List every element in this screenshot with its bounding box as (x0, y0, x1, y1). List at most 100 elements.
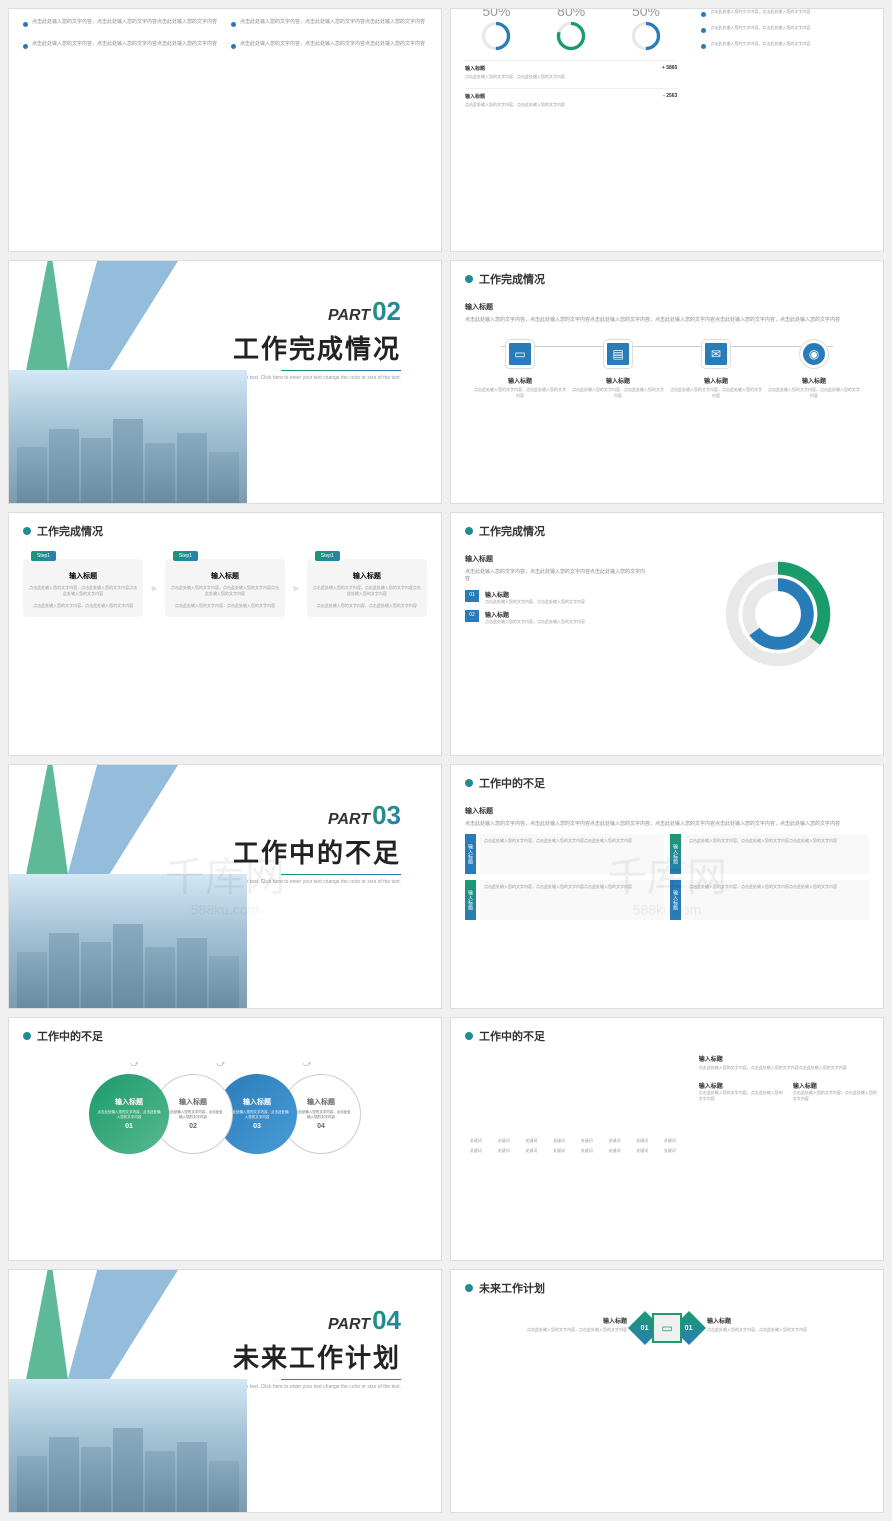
kv-label: 输入标题 (465, 65, 485, 72)
step-tag: Step1 (173, 551, 198, 561)
slide-title: 工作中的不足 (37, 1028, 103, 1044)
text-block: 点击此处输入您的文字内容，点击此处输入您的文字内容点击此处输入您的文字内容 (32, 19, 217, 27)
circle-title: 输入标题 (307, 1097, 335, 1107)
slide-circles: 工作中的不足 ⤻ ⤻ ⤻ 输入标题点击此处输入您的文字内容，点击此处输入您的文字… (8, 1017, 442, 1261)
num-badge: 02 (465, 610, 479, 622)
right-desc: 点击此处输入您的文字内容，点击此处输入您的文字内容 (699, 1090, 783, 1102)
dot-icon (23, 527, 31, 535)
bullet-icon (701, 28, 706, 33)
step-title: 输入标题 (171, 571, 279, 581)
quad-desc: 点击此处输入您的文字内容，点击此处输入您的文字内容点击此处输入您的文字内容 (685, 834, 869, 874)
dot-icon (465, 275, 473, 283)
bullet-icon (23, 22, 28, 27)
mail-icon: ✉ (702, 340, 730, 368)
dot-icon (465, 1284, 473, 1292)
part-label: PART (328, 1316, 370, 1334)
part-label: PART (328, 307, 370, 325)
bullet-icon (701, 44, 706, 49)
slide-plan: 未来工作计划 输入标题点击此处输入您的文字内容，点击此处输入您的文字内容 01 … (450, 1269, 884, 1513)
side-text: 点击此处输入您的文字内容，点击此处输入您的文字内容 (710, 9, 810, 15)
step-desc: 点击此处输入您的文字内容，点击此处输入您的文字内容 (171, 603, 279, 609)
icon-title: 输入标题 (569, 376, 667, 385)
slide-title: 工作中的不足 (479, 1028, 545, 1044)
bullet-icon (231, 22, 236, 27)
desc: 点击此处输入您的文字内容，点击此处输入您的文字内容点击此处输入您的文字内容 (465, 569, 648, 584)
dot-icon (23, 1032, 31, 1040)
num-title: 输入标题 (485, 590, 648, 599)
num-title: 输入标题 (485, 610, 648, 619)
slide-icons: 工作完成情况 输入标题 点击此处输入您的文字内容，点击此处输入您的文字内容点击此… (450, 260, 884, 504)
slide-title: 工作完成情况 (37, 523, 103, 539)
circle-desc: 点击此处输入您的文字内容，点击此处输入您的文字内容 (225, 1110, 289, 1120)
icon-desc: 点击此处输入您的文字内容，点击此处输入您的文字内容 (667, 387, 765, 398)
city-image (9, 1379, 247, 1512)
right-title: 输入标题 (699, 1054, 877, 1063)
arrow-icon: ⫸ (151, 583, 157, 594)
stat-value: 80% (540, 8, 603, 19)
side-text: 点击此处输入您的文字内容，点击此处输入您的文字内容 (710, 41, 810, 47)
circle-num: 04 (317, 1123, 325, 1130)
stat-value: 50% (615, 8, 678, 19)
num-desc: 点击此处输入您的文字内容，点击此处输入您的文字内容 (485, 619, 648, 625)
icon-title: 输入标题 (765, 376, 863, 385)
circle-title: 输入标题 (243, 1097, 271, 1107)
step-tag: Step1 (31, 551, 56, 561)
text-block: 点击此处输入您的文字内容，点击此处输入您的文字内容点击此处输入您的文字内容 (240, 41, 425, 49)
plan-title: 输入标题 (707, 1316, 869, 1325)
quad-desc: 点击此处输入您的文字内容，点击此处输入您的文字内容点击此处输入您的文字内容 (480, 834, 664, 874)
circle-num: 02 (189, 1123, 197, 1130)
circle-num: 01 (125, 1123, 133, 1130)
step-title: 输入标题 (29, 571, 137, 581)
city-image (9, 370, 247, 503)
step-desc: 点击此处输入您的文字内容，点击此处输入您的文字内容点击此处输入您的文字内容 (171, 585, 279, 597)
text-block: 点击此处输入您的文字内容，点击此处输入您的文字内容点击此处输入您的文字内容 (240, 19, 425, 27)
slide-stats: 50% 80% 50% 输入标题 + 5865 点击此处输入您的文字内容，点击此处… (450, 8, 884, 252)
plan-title: 输入标题 (465, 1316, 627, 1325)
slide-title: 工作中的不足 (479, 775, 545, 791)
slide-quad: 工作中的不足 输入标题 点击此处输入您的文字内容，点击此处输入您的文字内容点击此… (450, 764, 884, 1008)
subtitle: 输入标题 (465, 555, 648, 566)
step-desc: 点击此处输入您的文字内容，点击此处输入您的文字内容 (313, 603, 421, 609)
quad-tag: 输入标题 (670, 834, 681, 874)
circle-title: 输入标题 (179, 1097, 207, 1107)
plan-desc: 点击此处输入您的文字内容，点击此处输入您的文字内容 (465, 1327, 627, 1333)
quad-tag: 输入标题 (465, 880, 476, 920)
bullet-icon (701, 12, 706, 17)
bullet-icon (231, 44, 236, 49)
slide-section-03: PART03 工作中的不足 Click here to enter your t… (8, 764, 442, 1008)
kv-value: - 2563 (663, 93, 677, 100)
quad-desc: 点击此处输入您的文字内容，点击此处输入您的文字内容点击此处输入您的文字内容 (480, 880, 664, 920)
circle-num: 03 (253, 1123, 261, 1130)
step-tag: Step1 (315, 551, 340, 561)
quad-tag: 输入标题 (465, 834, 476, 874)
slide-donut: 工作完成情况 输入标题 点击此处输入您的文字内容，点击此处输入您的文字内容点击此… (450, 512, 884, 756)
kv-value: + 5865 (662, 65, 677, 72)
kv-desc: 点击此处输入您的文字内容，点击此处输入您的文字内容 (451, 74, 691, 86)
slide-section-04: PART04 未来工作计划 Click here to enter your t… (8, 1269, 442, 1513)
circle-title: 输入标题 (115, 1097, 143, 1107)
arrow-icon: ⫸ (293, 583, 299, 594)
kv-label: 输入标题 (465, 93, 485, 100)
slide-bars: 工作中的不足 关键词关键词关键词关键词关键词关键词关键词关键词关键词关键词关键词… (450, 1017, 884, 1261)
right-desc: 点击此处输入您的文字内容，点击此处输入您的文字内容点击此处输入您的文字内容 (699, 1065, 877, 1071)
stat-value: 50% (465, 8, 528, 19)
donut-chart (723, 559, 833, 669)
step-desc: 点击此处输入您的文字内容，点击此处输入您的文字内容点击此处输入您的文字内容 (313, 585, 421, 597)
subtitle: 输入标题 (465, 303, 869, 314)
slide-title: 工作完成情况 (479, 523, 545, 539)
plan-desc: 点击此处输入您的文字内容，点击此处输入您的文字内容 (707, 1327, 869, 1333)
quad-desc: 点击此处输入您的文字内容，点击此处输入您的文字内容点击此处输入您的文字内容 (685, 880, 869, 920)
right-title: 输入标题 (793, 1081, 877, 1090)
subtitle: 输入标题 (465, 807, 869, 818)
circle-desc: 点击此处输入您的文字内容，点击此处输入您的文字内容 (162, 1110, 224, 1120)
part-number: 03 (372, 800, 401, 831)
num-badge: 01 (465, 590, 479, 602)
step-title: 输入标题 (313, 571, 421, 581)
curve-arrow-icon: ⤻ (130, 1059, 139, 1069)
center-card-icon: ▭ (652, 1313, 682, 1343)
icon-desc: 点击此处输入您的文字内容，点击此处输入您的文字内容 (471, 387, 569, 398)
desc: 点击此处输入您的文字内容，点击此处输入您的文字内容点击此处输入您的文字内容，点击… (465, 821, 869, 829)
part-number: 04 (372, 1305, 401, 1336)
part-number: 02 (372, 296, 401, 327)
slide-text-columns: 点击此处输入您的文字内容，点击此处输入您的文字内容点击此处输入您的文字内容 点击… (8, 8, 442, 252)
